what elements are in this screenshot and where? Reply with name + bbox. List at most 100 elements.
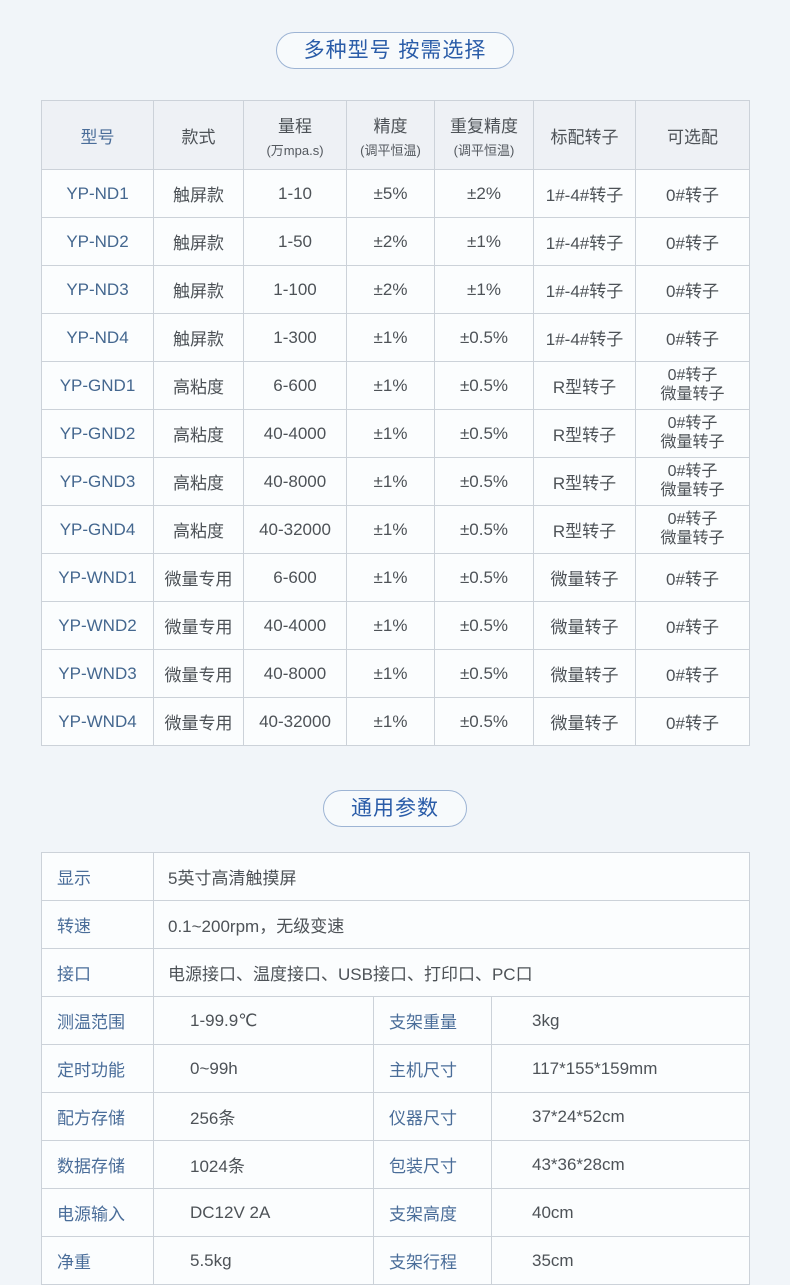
model-spec-cell: 微量转子	[533, 649, 636, 698]
model-spec-cell: 触屏款	[153, 169, 244, 218]
model-row: YP-WND1 微量专用 6-600 ±1% ±0.5% 微量转子 0#转子	[41, 553, 750, 602]
param-value-cell: 电源接口、温度接口、USB接口、打印口、PC口	[153, 948, 750, 997]
model-spec-cell: ±0.5%	[434, 649, 534, 698]
param-value-cell: 256条	[153, 1092, 374, 1141]
param-row: 测温范围 1-99.9℃ 支架重量 3kg	[41, 996, 750, 1045]
model-name-cell: YP-GND4	[41, 505, 154, 554]
model-spec-cell: R型转子	[533, 409, 636, 458]
model-name-cell: YP-GND2	[41, 409, 154, 458]
model-spec-cell: ±1%	[346, 313, 435, 362]
model-spec-cell: ±1%	[346, 361, 435, 410]
model-spec-cell: 1#-4#转子	[533, 265, 636, 314]
model-row: YP-ND2 触屏款 1-50 ±2% ±1% 1#-4#转子 0#转子	[41, 217, 750, 266]
model-spec-cell: 40-8000	[243, 649, 347, 698]
param-label-cell: 仪器尺寸	[373, 1092, 492, 1141]
model-spec-cell: 0#转子	[635, 169, 750, 218]
model-spec-cell: 微量转子	[533, 553, 636, 602]
model-spec-cell: 40-4000	[243, 409, 347, 458]
param-value-cell: 5.5kg	[153, 1236, 374, 1285]
param-value-cell: 35cm	[491, 1236, 750, 1285]
model-spec-cell: 微量专用	[153, 553, 244, 602]
param-value-cell: 1024条	[153, 1140, 374, 1189]
model-row: YP-GND1 高粘度 6-600 ±1% ±0.5% R型转子 0#转子 微量转子	[41, 361, 750, 410]
model-spec-cell: R型转子	[533, 457, 636, 506]
model-spec-cell: 0#转子	[635, 697, 750, 746]
model-spec-cell: 1-50	[243, 217, 347, 266]
model-spec-cell: 40-32000	[243, 505, 347, 554]
params-table: 显示 5英寸高清触摸屏 转速 0.1~200rpm，无级变速 接口 电源接口、温度接口、U…	[41, 852, 750, 1285]
models-section-header: 多种型号 按需选择	[41, 32, 749, 69]
model-row: YP-WND2 微量专用 40-4000 ±1% ±0.5% 微量转子 0#转子	[41, 601, 750, 650]
model-spec-cell: 触屏款	[153, 313, 244, 362]
model-row: YP-ND1 触屏款 1-10 ±5% ±2% 1#-4#转子 0#转子	[41, 169, 750, 218]
model-row: YP-WND3 微量专用 40-8000 ±1% ±0.5% 微量转子 0#转子	[41, 649, 750, 698]
model-spec-cell: ±1%	[346, 649, 435, 698]
model-spec-cell: ±1%	[434, 217, 534, 266]
param-label-cell: 包装尺寸	[373, 1140, 492, 1189]
model-spec-cell: 1#-4#转子	[533, 169, 636, 218]
param-label-cell: 主机尺寸	[373, 1044, 492, 1093]
models-header-cell: 精度 (调平恒温)	[346, 100, 435, 170]
param-value-cell: 3kg	[491, 996, 750, 1045]
model-spec-cell: 高粘度	[153, 409, 244, 458]
param-label-cell: 显示	[41, 852, 154, 901]
model-name-cell: YP-WND4	[41, 697, 154, 746]
model-spec-cell: 0#转子 微量转子	[635, 361, 750, 410]
model-spec-cell: ±1%	[346, 601, 435, 650]
model-spec-cell: 1#-4#转子	[533, 217, 636, 266]
models-section-title-pill: 多种型号 按需选择	[275, 32, 515, 69]
model-spec-cell: 微量专用	[153, 601, 244, 650]
model-name-cell: YP-GND3	[41, 457, 154, 506]
model-spec-cell: R型转子	[533, 505, 636, 554]
model-spec-cell: 触屏款	[153, 265, 244, 314]
model-spec-cell: ±0.5%	[434, 601, 534, 650]
page: 多种型号 按需选择 型号 款式 量程 (万mpa.s) 精度 (调平恒温) 重复精度 (调平恒…	[41, 0, 750, 1285]
param-value-cell: 40cm	[491, 1188, 750, 1237]
model-spec-cell: ±1%	[346, 457, 435, 506]
models-header-cell: 重复精度 (调平恒温)	[434, 100, 534, 170]
models-header-cell: 款式	[153, 100, 244, 170]
model-spec-cell: 高粘度	[153, 505, 244, 554]
model-row: YP-WND4 微量专用 40-32000 ±1% ±0.5% 微量转子 0#转子	[41, 697, 750, 746]
model-spec-cell: ±1%	[346, 697, 435, 746]
model-row: YP-GND3 高粘度 40-8000 ±1% ±0.5% R型转子 0#转子 微量转子	[41, 457, 750, 506]
model-spec-cell: 0#转子	[635, 265, 750, 314]
model-spec-cell: 40-32000	[243, 697, 347, 746]
param-row: 数据存储 1024条 包装尺寸 43*36*28cm	[41, 1140, 750, 1189]
model-spec-cell: 0#转子	[635, 601, 750, 650]
model-spec-cell: ±0.5%	[434, 361, 534, 410]
param-row: 净重 5.5kg 支架行程 35cm	[41, 1236, 750, 1285]
model-spec-cell: 高粘度	[153, 361, 244, 410]
model-name-cell: YP-ND3	[41, 265, 154, 314]
param-label-cell: 定时功能	[41, 1044, 154, 1093]
model-spec-cell: 1-10	[243, 169, 347, 218]
param-label-cell: 支架高度	[373, 1188, 492, 1237]
model-spec-cell: 微量转子	[533, 601, 636, 650]
models-header-cell: 型号	[41, 100, 154, 170]
param-label-cell: 数据存储	[41, 1140, 154, 1189]
param-row: 接口 电源接口、温度接口、USB接口、打印口、PC口	[41, 948, 750, 997]
model-spec-cell: ±1%	[346, 505, 435, 554]
model-name-cell: YP-ND1	[41, 169, 154, 218]
param-value-cell: DC12V 2A	[153, 1188, 374, 1237]
param-label-cell: 转速	[41, 900, 154, 949]
model-spec-cell: 0#转子	[635, 649, 750, 698]
param-row: 电源输入 DC12V 2A 支架高度 40cm	[41, 1188, 750, 1237]
model-name-cell: YP-WND1	[41, 553, 154, 602]
param-label-cell: 支架行程	[373, 1236, 492, 1285]
param-label-cell: 净重	[41, 1236, 154, 1285]
model-spec-cell: 6-600	[243, 361, 347, 410]
models-header-cell: 量程 (万mpa.s)	[243, 100, 347, 170]
model-spec-cell: ±1%	[434, 265, 534, 314]
model-spec-cell: ±2%	[346, 217, 435, 266]
param-value-cell: 43*36*28cm	[491, 1140, 750, 1189]
model-row: YP-ND4 触屏款 1-300 ±1% ±0.5% 1#-4#转子 0#转子	[41, 313, 750, 362]
model-spec-cell: 1#-4#转子	[533, 313, 636, 362]
param-value-cell: 0~99h	[153, 1044, 374, 1093]
model-spec-cell: 0#转子	[635, 553, 750, 602]
model-spec-cell: ±0.5%	[434, 313, 534, 362]
model-spec-cell: ±0.5%	[434, 553, 534, 602]
model-row: YP-GND4 高粘度 40-32000 ±1% ±0.5% R型转子 0#转子 微量转子	[41, 505, 750, 554]
param-value-cell: 1-99.9℃	[153, 996, 374, 1045]
param-row: 转速 0.1~200rpm，无级变速	[41, 900, 750, 949]
